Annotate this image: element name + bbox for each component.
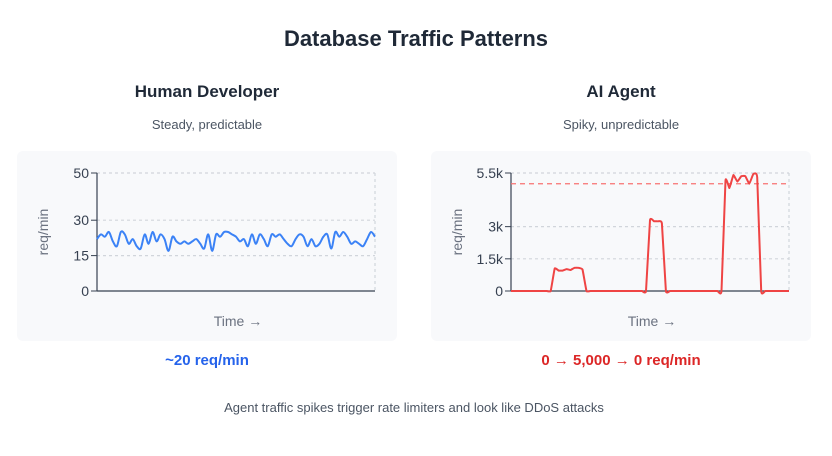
agent-ytick-label: 3k	[488, 219, 504, 235]
human-panel-title: Human Developer	[134, 82, 280, 101]
agent-summary: 0 → 5,000 → 0 req/min	[541, 352, 701, 369]
human-ytick-label: 30	[73, 212, 89, 228]
agent-series-line	[511, 172, 789, 295]
agent-traffic-chart: 0 1.5k 3k 5.5k req/min Time →	[449, 165, 790, 329]
human-traffic-chart: 0 15 30 50 req/min Time →	[35, 165, 376, 329]
human-summary: ~20 req/min	[165, 352, 249, 369]
agent-ytick-label: 1.5k	[477, 251, 504, 267]
human-series-line	[96, 230, 376, 252]
agent-y-axis-title: req/min	[449, 209, 465, 256]
agent-x-axis-title: Time →	[628, 313, 676, 329]
human-y-axis-title: req/min	[35, 209, 51, 256]
human-x-axis-title: Time →	[214, 313, 262, 329]
human-ytick-label: 15	[73, 248, 89, 264]
human-chart-card: 0 15 30 50 req/min Time →	[17, 151, 397, 341]
human-panel-subtitle: Steady, predictable	[151, 117, 263, 132]
agent-panel-title: AI Agent	[586, 82, 656, 101]
page-title: Database Traffic Patterns	[283, 26, 549, 51]
human-ytick-label: 0	[81, 283, 89, 299]
human-ytick-label: 50	[73, 165, 89, 181]
agent-chart-card: 0 1.5k 3k 5.5k req/min Time →	[431, 151, 811, 341]
agent-panel-subtitle: Spiky, unpredictable	[562, 117, 680, 132]
footnote: Agent traffic spikes trigger rate limite…	[224, 400, 604, 415]
agent-ytick-label: 5.5k	[477, 165, 504, 181]
agent-ytick-label: 0	[495, 283, 503, 299]
